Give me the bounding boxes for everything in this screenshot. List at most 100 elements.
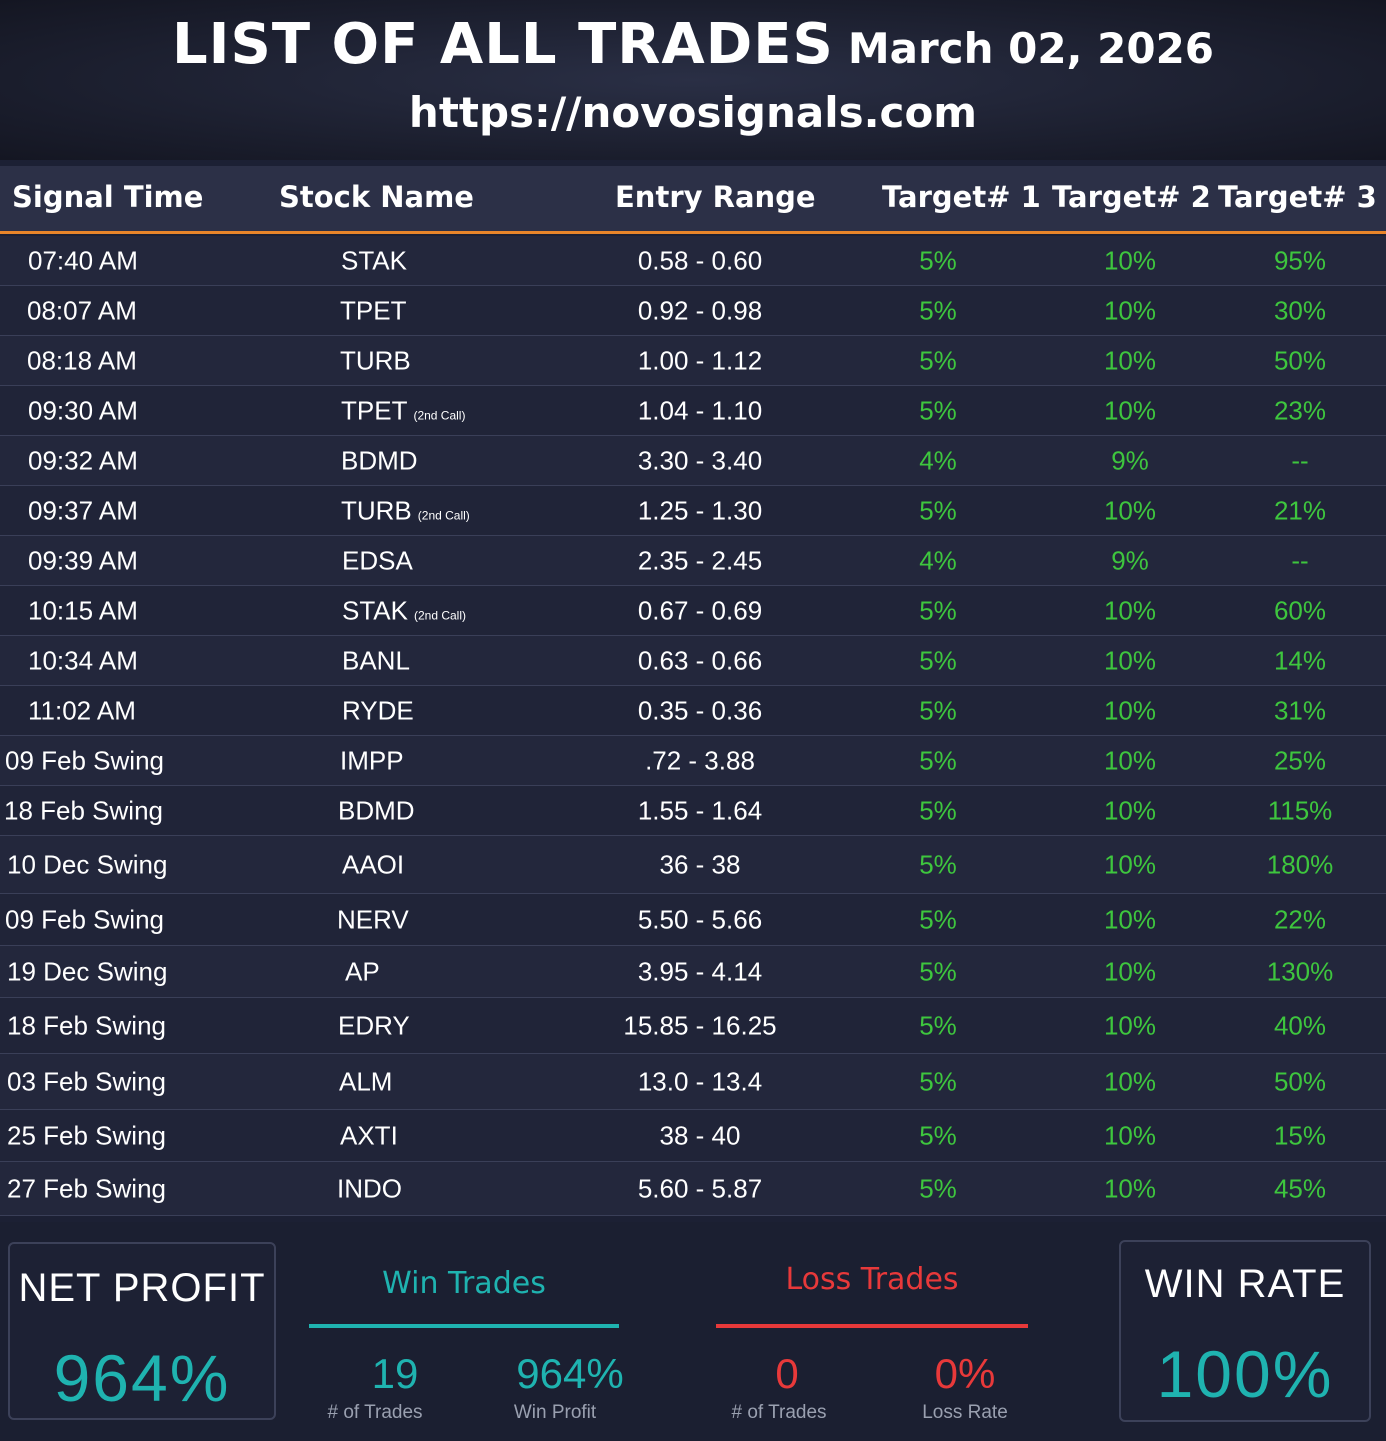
- entry-range-cell: 0.35 - 0.36: [637, 695, 763, 725]
- table-row: 03 Feb Swing ALM 13.0 - 13.4 5% 10% 50%: [0, 1054, 1386, 1110]
- target-1-cell: 5%: [919, 645, 957, 675]
- entry-range-cell: 0.92 - 0.98: [637, 295, 763, 325]
- signal-time-cell: 09:37 AM: [28, 495, 138, 525]
- target-3-cell: 15%: [1273, 1120, 1327, 1150]
- stock-name-cell: IMPP: [340, 745, 404, 776]
- target-1-cell: 5%: [919, 345, 957, 375]
- signal-time-cell: 08:18 AM: [27, 345, 137, 375]
- entry-range-cell: 5.50 - 5.66: [637, 904, 763, 934]
- stock-symbol: TURB: [340, 345, 411, 375]
- table-row: 08:18 AM TURB 1.00 - 1.12 5% 10% 50%: [0, 336, 1386, 386]
- signal-time-cell: 03 Feb Swing: [7, 1066, 166, 1096]
- stock-symbol: AXTI: [340, 1120, 398, 1150]
- stock-name-cell: RYDE: [342, 695, 414, 726]
- stock-name-cell: AAOI: [342, 849, 404, 880]
- target-1-cell: 5%: [919, 245, 957, 275]
- table-row: 10 Dec Swing AAOI 36 - 38 5% 10% 180%: [0, 836, 1386, 894]
- signal-time-cell: 09:32 AM: [28, 445, 138, 475]
- target-2-cell: 10%: [1103, 956, 1157, 986]
- loss-count-label: # of Trades: [731, 1402, 827, 1423]
- target-2-cell: 10%: [1103, 245, 1157, 275]
- target-1-cell: 5%: [919, 956, 957, 986]
- target-1-cell: 5%: [919, 1066, 957, 1096]
- win-profit-label: Win Profit: [513, 1402, 597, 1423]
- entry-range-cell: 0.58 - 0.60: [637, 245, 763, 275]
- target-1-cell: 5%: [919, 295, 957, 325]
- win-count: 19: [371, 1350, 419, 1397]
- target-2-cell: 10%: [1103, 595, 1157, 625]
- stock-symbol: TPET: [341, 395, 408, 425]
- table-row: 07:40 AM STAK 0.58 - 0.60 5% 10% 95%: [0, 236, 1386, 286]
- target-2-cell: 10%: [1103, 1066, 1157, 1096]
- stock-name-cell: ALM: [339, 1066, 392, 1097]
- stock-name-cell: TURB: [340, 345, 411, 376]
- report-date: March 02, 2026: [847, 24, 1215, 73]
- target-3-cell: 95%: [1273, 245, 1327, 275]
- header-stock-name: Stock Name: [279, 180, 474, 214]
- stock-name-cell: STAK (2nd Call): [342, 595, 466, 626]
- stock-symbol: STAK: [342, 595, 408, 625]
- net-profit-value: 964%: [53, 1341, 231, 1415]
- loss-rate: 0%: [934, 1350, 996, 1397]
- header-target-1: Target# 1: [882, 180, 1041, 214]
- table-row: 09 Feb Swing NERV 5.50 - 5.66 5% 10% 22%: [0, 894, 1386, 946]
- signal-time-cell: 27 Feb Swing: [7, 1173, 166, 1203]
- table-header: Signal Time Stock Name Entry Range Targe…: [0, 166, 1386, 234]
- net-profit-box: NET PROFIT 964%: [8, 1242, 276, 1420]
- signal-time-cell: 09 Feb Swing: [5, 904, 164, 934]
- table-row: 09:32 AM BDMD 3.30 - 3.40 4% 9% --: [0, 436, 1386, 486]
- win-rate-label: WIN RATE: [1144, 1262, 1346, 1306]
- target-1-cell: 5%: [919, 595, 957, 625]
- stock-name-cell: TPET (2nd Call): [341, 395, 465, 426]
- table-row: 10:15 AM STAK (2nd Call) 0.67 - 0.69 5% 10% 60…: [0, 586, 1386, 636]
- target-3-cell: 115%: [1267, 795, 1333, 825]
- target-1-cell: 5%: [919, 395, 957, 425]
- target-3-cell: 21%: [1273, 495, 1327, 525]
- signal-time-cell: 11:02 AM: [28, 695, 136, 725]
- table-row: 18 Feb Swing BDMD 1.55 - 1.64 5% 10% 115%: [0, 786, 1386, 836]
- stock-name-cell: TURB (2nd Call): [341, 495, 470, 526]
- loss-rate-label: Loss Rate: [922, 1402, 1008, 1423]
- stock-symbol: EDSA: [342, 545, 413, 575]
- entry-range-cell: 15.85 - 16.25: [623, 1010, 777, 1040]
- target-2-cell: 10%: [1103, 645, 1157, 675]
- stock-symbol: BDMD: [341, 445, 418, 475]
- stock-name-cell: NERV: [337, 904, 409, 935]
- summary-panel: NET PROFIT 964% Win Trades 19 # of Trade…: [0, 1222, 1386, 1441]
- header-signal-time: Signal Time: [12, 180, 204, 214]
- stock-symbol: ALM: [339, 1066, 393, 1096]
- target-1-cell: 5%: [919, 745, 957, 775]
- target-2-cell: 10%: [1103, 395, 1157, 425]
- target-2-cell: 10%: [1103, 795, 1157, 825]
- signal-time-cell: 10 Dec Swing: [7, 849, 168, 879]
- target-1-cell: 5%: [919, 1173, 957, 1203]
- stock-symbol: BANL: [342, 645, 410, 675]
- entry-range-cell: 1.55 - 1.64: [637, 795, 763, 825]
- stock-name-cell: BANL: [342, 645, 410, 676]
- target-3-cell: --: [1291, 545, 1309, 575]
- call-note: (2nd Call): [413, 408, 466, 422]
- table-row: 08:07 AM TPET 0.92 - 0.98 5% 10% 30%: [0, 286, 1386, 336]
- table-row: 27 Feb Swing INDO 5.60 - 5.87 5% 10% 45%: [0, 1162, 1386, 1216]
- target-1-cell: 5%: [919, 695, 957, 725]
- target-2-cell: 9%: [1111, 545, 1149, 575]
- win-rate-box: WIN RATE 100%: [1119, 1240, 1371, 1422]
- loss-trades-divider: [716, 1324, 1028, 1328]
- stock-symbol: TURB: [341, 495, 412, 525]
- stock-symbol: INDO: [337, 1173, 402, 1203]
- signal-time-cell: 10:15 AM: [28, 595, 138, 625]
- entry-range-cell: 0.63 - 0.66: [637, 645, 763, 675]
- stock-symbol: STAK: [341, 245, 407, 275]
- signal-time-cell: 09 Feb Swing: [5, 745, 164, 775]
- stock-symbol: AAOI: [342, 849, 405, 879]
- entry-range-cell: .72 - 3.88: [645, 745, 755, 775]
- table-row: 09:30 AM TPET (2nd Call) 1.04 - 1.10 5% 10% 23…: [0, 386, 1386, 436]
- table-row: 25 Feb Swing AXTI 38 - 40 5% 10% 15%: [0, 1110, 1386, 1162]
- target-1-cell: 5%: [919, 795, 957, 825]
- target-1-cell: 4%: [919, 445, 957, 475]
- stock-name-cell: EDSA: [342, 545, 413, 576]
- call-note: (2nd Call): [417, 508, 470, 522]
- target-2-cell: 10%: [1103, 1120, 1157, 1150]
- signal-time-cell: 07:40 AM: [28, 245, 138, 275]
- entry-range-cell: 3.95 - 4.14: [637, 956, 763, 986]
